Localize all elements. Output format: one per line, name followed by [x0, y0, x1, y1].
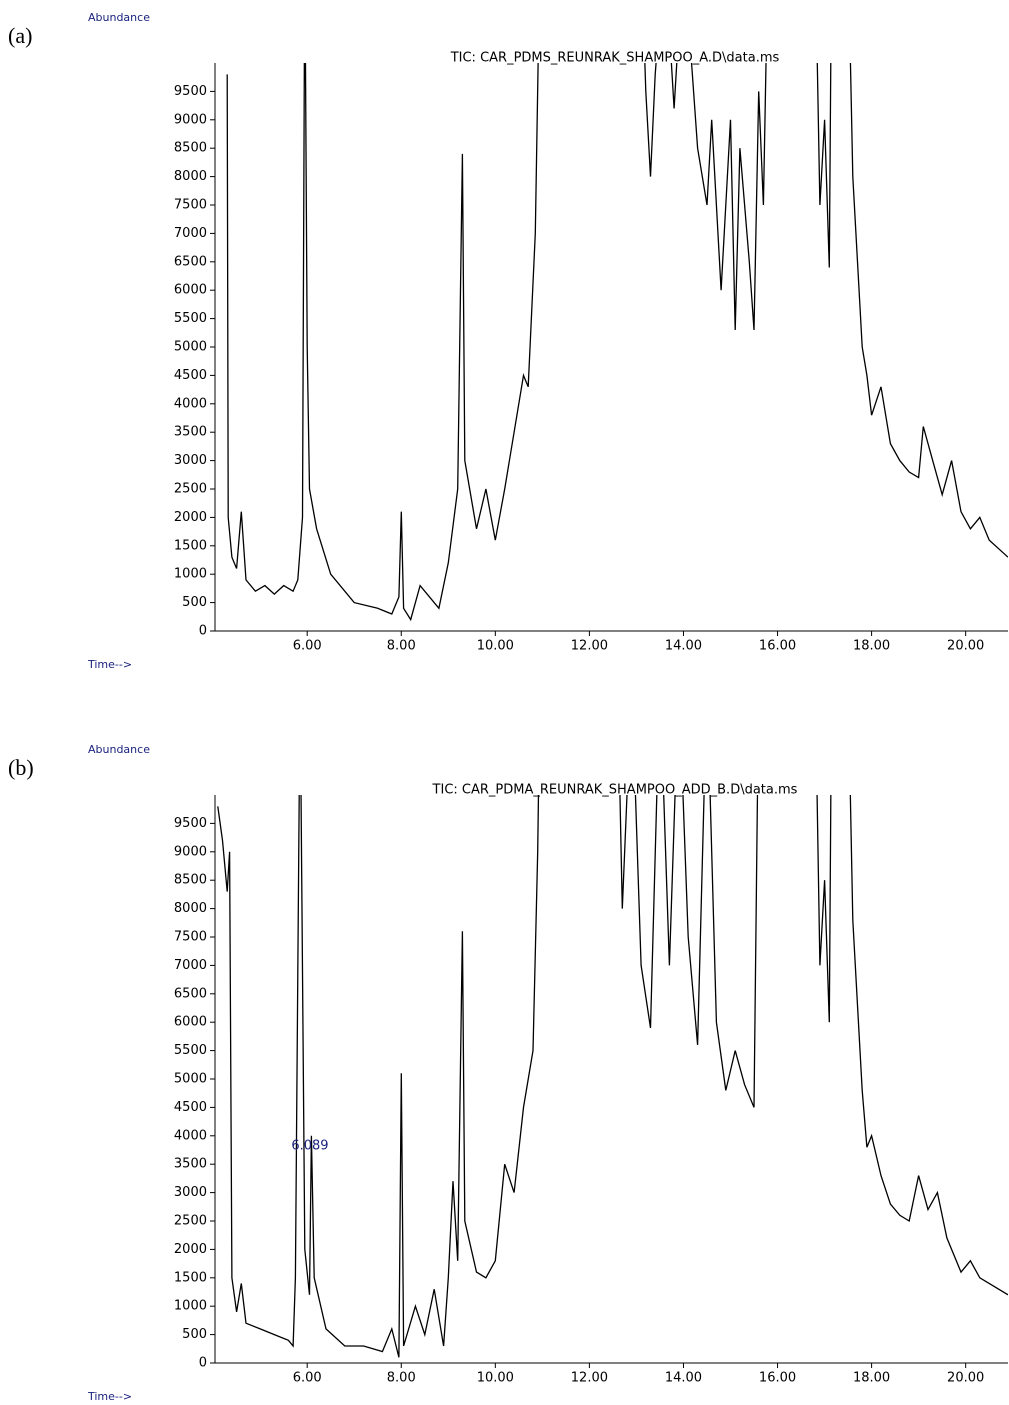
x-tick-label: 10.00: [477, 1371, 514, 1386]
y-tick-label: 2500: [174, 482, 207, 497]
y-tick-label: 3000: [174, 1185, 207, 1200]
y-tick-label: 3500: [174, 425, 207, 440]
x-tick-label: 18.00: [853, 639, 890, 654]
y-tick-label: 0: [199, 1356, 207, 1371]
y-tick-label: 4500: [174, 1100, 207, 1115]
y-tick-label: 1000: [174, 567, 207, 582]
x-tick-label: 14.00: [665, 1371, 702, 1386]
y-tick-label: 9500: [174, 816, 207, 831]
y-tick-label: 7500: [174, 198, 207, 213]
chromatogram-line: [226, 63, 1008, 622]
y-tick-label: 8000: [174, 901, 207, 916]
y-axis-label: Abundance: [88, 743, 150, 756]
y-tick-label: 7500: [174, 930, 207, 945]
x-tick-label: 12.00: [571, 1371, 608, 1386]
x-tick-label: 8.00: [387, 1371, 416, 1386]
y-tick-label: 0: [199, 624, 207, 639]
y-tick-label: 8500: [174, 873, 207, 888]
chart-title: TIC: CAR_PDMA_REUNRAK_SHAMPOO_ADD_B.D\da…: [432, 783, 798, 798]
x-tick-label: 18.00: [853, 1371, 890, 1386]
y-tick-label: 6000: [174, 283, 207, 298]
y-tick-label: 500: [182, 595, 207, 610]
x-tick-label: 10.00: [477, 639, 514, 654]
y-tick-label: 4000: [174, 396, 207, 411]
x-axis-label: Time-->: [87, 1390, 132, 1403]
y-tick-label: 9000: [174, 112, 207, 127]
y-tick-label: 1000: [174, 1299, 207, 1314]
y-tick-label: 8500: [174, 141, 207, 156]
y-axis-label: Abundance: [88, 11, 150, 24]
y-tick-label: 5500: [174, 311, 207, 326]
y-tick-label: 2000: [174, 510, 207, 525]
y-tick-label: 6000: [174, 1015, 207, 1030]
panel-label: (a): [8, 23, 32, 48]
y-tick-label: 7000: [174, 958, 207, 973]
peak-label: 6.089: [291, 1138, 328, 1153]
y-tick-label: 9500: [174, 84, 207, 99]
y-tick-label: 5500: [174, 1043, 207, 1058]
y-tick-label: 3000: [174, 453, 207, 468]
y-tick-label: 8000: [174, 169, 207, 184]
y-tick-label: 2000: [174, 1242, 207, 1257]
panel-label: (b): [8, 755, 34, 780]
x-tick-label: 20.00: [947, 1371, 984, 1386]
y-tick-label: 5000: [174, 340, 207, 355]
panel-732: (b) Abundance Time--> TIC: CAR_PDMA_REUNRAK…: [8, 743, 1008, 1403]
x-tick-label: 16.00: [759, 1371, 796, 1386]
x-tick-label: 12.00: [571, 639, 608, 654]
x-tick-label: 16.00: [759, 639, 796, 654]
x-tick-label: 6.00: [293, 639, 322, 654]
x-tick-label: 8.00: [387, 639, 416, 654]
y-tick-label: 2500: [174, 1214, 207, 1229]
y-tick-label: 6500: [174, 986, 207, 1001]
y-tick-label: 3500: [174, 1157, 207, 1172]
x-axis-label: Time-->: [87, 658, 132, 671]
y-tick-label: 1500: [174, 538, 207, 553]
panel-0: (a) Abundance Time--> TIC: CAR_PDMS_REUNRAK…: [8, 11, 1008, 671]
x-tick-label: 20.00: [947, 639, 984, 654]
chart-title: TIC: CAR_PDMS_REUNRAK_SHAMPOO_A.D\data.m…: [450, 51, 780, 66]
y-tick-label: 4000: [174, 1128, 207, 1143]
y-tick-label: 9000: [174, 844, 207, 859]
y-tick-label: 7000: [174, 226, 207, 241]
x-tick-label: 14.00: [665, 639, 702, 654]
y-tick-label: 5000: [174, 1072, 207, 1087]
y-tick-label: 1500: [174, 1270, 207, 1285]
y-tick-label: 500: [182, 1327, 207, 1342]
chromatogram-line: [217, 795, 1008, 1358]
y-tick-label: 6500: [174, 254, 207, 269]
x-tick-label: 6.00: [293, 1371, 322, 1386]
y-tick-label: 4500: [174, 368, 207, 383]
